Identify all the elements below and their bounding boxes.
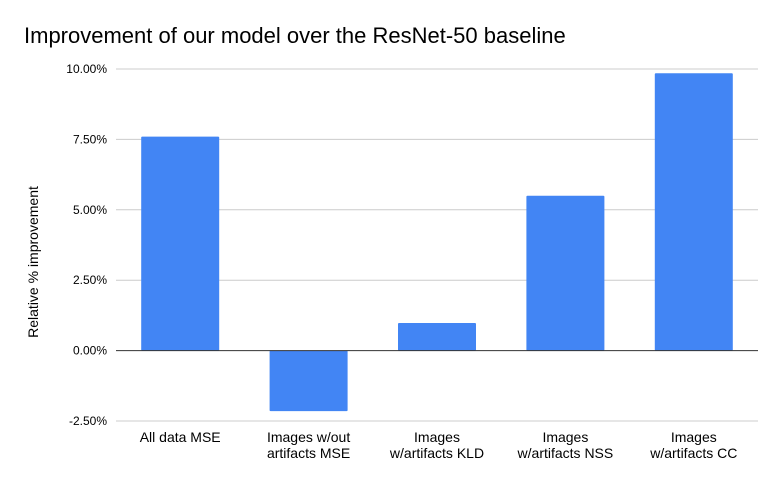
x-tick-label-line: Images — [542, 429, 588, 445]
x-tick-label-line: Images w/out — [267, 429, 350, 445]
bar — [526, 195, 605, 351]
x-tick-label-line: w/artifacts CC — [649, 445, 737, 461]
bar — [141, 136, 220, 351]
x-tick-label: Images w/artifacts NSS — [517, 429, 614, 461]
y-tick-label: 2.50% — [73, 273, 107, 287]
x-tick-label-line: artifacts MSE — [267, 445, 350, 461]
y-tick-label: 7.50% — [73, 132, 107, 146]
bars — [141, 73, 733, 412]
x-tick-label: All data MSE — [140, 429, 221, 445]
bar — [269, 350, 348, 412]
y-tick-label: 10.00% — [66, 62, 107, 76]
y-tick-labels: -2.50% 0.00% 2.50% 5.00% 7.50% 10.00% — [66, 62, 107, 428]
x-tick-label: Images w/artifacts KLD — [389, 429, 484, 461]
chart-title: Improvement of our model over the ResNet… — [24, 23, 566, 48]
bar — [654, 73, 733, 351]
x-tick-label-line: w/artifacts KLD — [389, 445, 484, 461]
x-tick-label-line: Images — [671, 429, 717, 445]
y-tick-label: -2.50% — [69, 414, 107, 428]
y-tick-label: 0.00% — [73, 344, 107, 358]
x-tick-label: Images w/artifacts CC — [649, 429, 737, 461]
x-tick-label: Images w/out artifacts MSE — [267, 429, 350, 461]
x-tick-label-line: All data MSE — [140, 429, 221, 445]
x-tick-label-line: Images — [414, 429, 460, 445]
bar — [398, 323, 476, 351]
gridlines — [116, 68, 758, 422]
y-axis-label: Relative % improvement — [25, 186, 41, 338]
x-tick-label-line: w/artifacts NSS — [517, 445, 614, 461]
x-tick-labels: All data MSE Images w/out artifacts MSEIma… — [140, 429, 738, 461]
y-tick-label: 5.00% — [73, 203, 107, 217]
